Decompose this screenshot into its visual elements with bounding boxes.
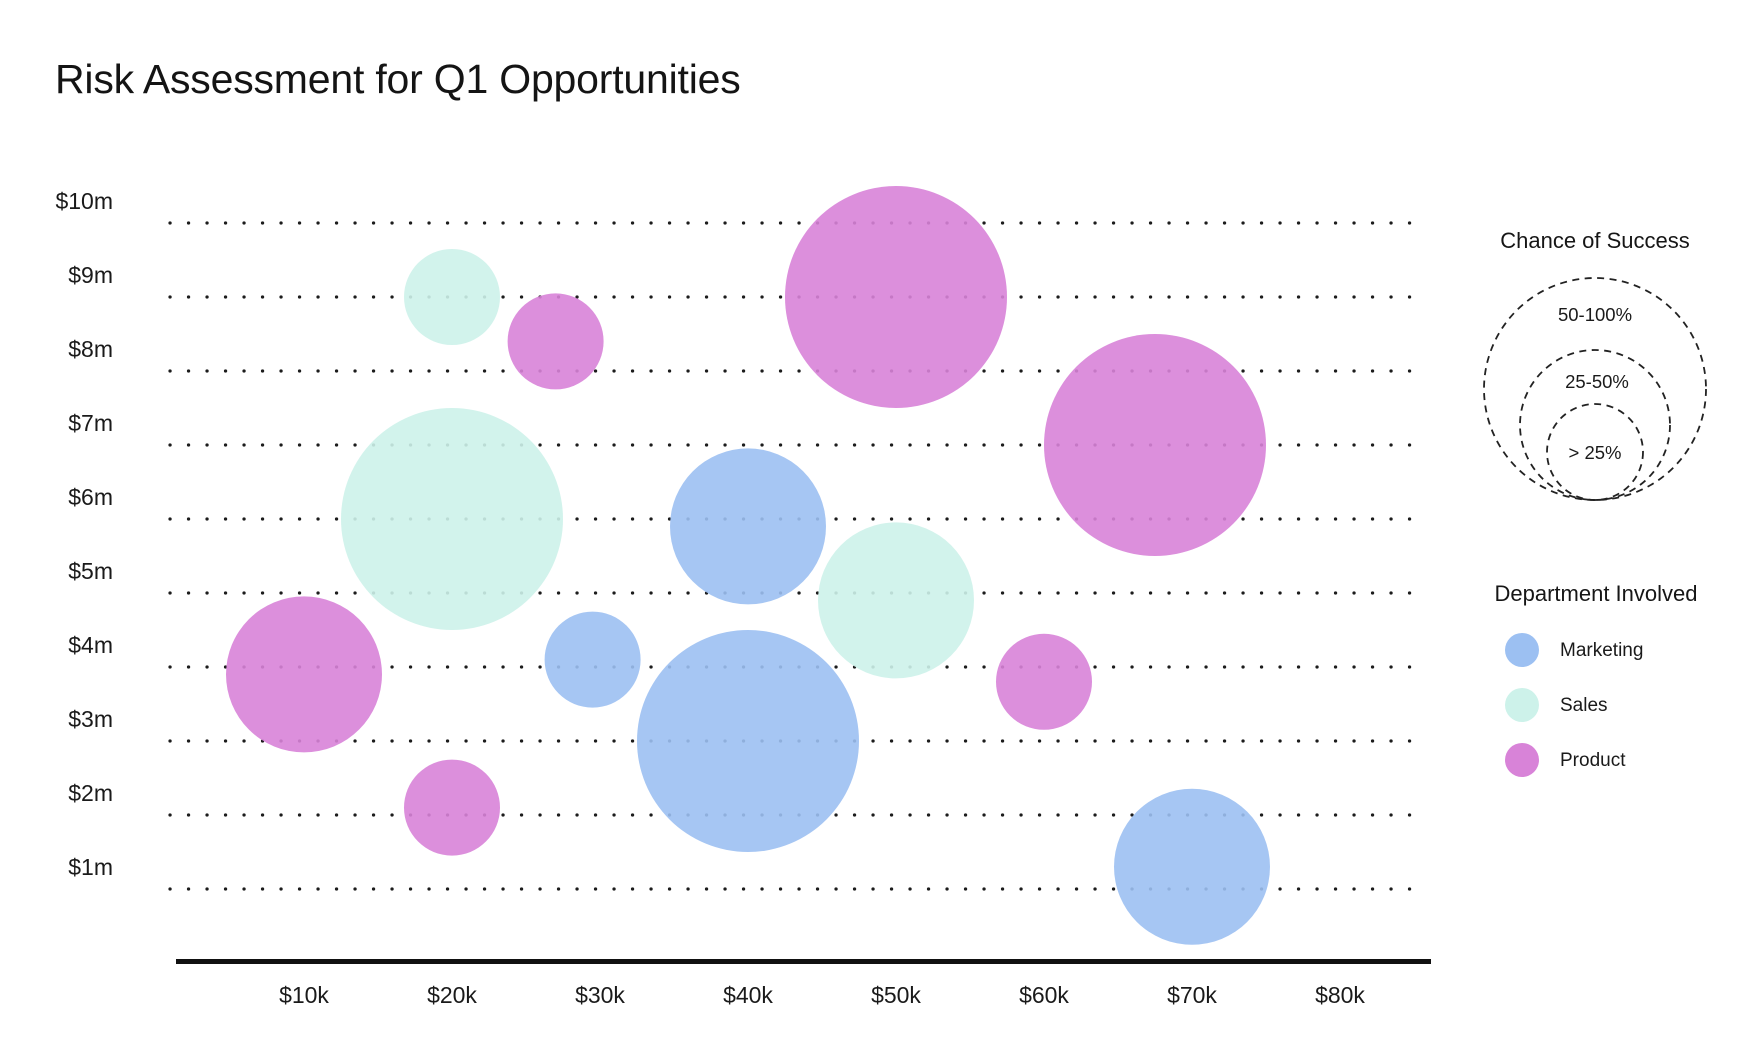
y-axis-label-$5m: $5m [68, 558, 113, 584]
bubble-sales-5 [818, 522, 974, 679]
bubble-marketing-12 [1114, 788, 1270, 945]
x-axis-label-$50k: $50k [871, 982, 921, 1008]
bubble-product-1 [507, 293, 604, 390]
x-axis-label-$80k: $80k [1315, 982, 1365, 1008]
bubble-sales-0 [404, 249, 500, 345]
y-axis-label-$10m: $10m [55, 188, 113, 214]
page-title: Risk Assessment for Q1 Opportunities [55, 56, 741, 102]
size-legend-title: Chance of Success [1500, 228, 1690, 253]
legend-label-marketing: Marketing [1560, 640, 1643, 661]
size-legend-circle-small [1546, 403, 1644, 501]
x-axis-line [176, 959, 1431, 964]
bubble-series [226, 186, 1270, 945]
size-legend-circle-large [1483, 277, 1707, 501]
bubble-product-11 [996, 633, 1092, 730]
y-axis-label-$4m: $4m [68, 632, 113, 658]
bubble-marketing-8 [544, 611, 641, 708]
x-axis-label-$30k: $30k [575, 982, 625, 1008]
bubble-product-7 [226, 596, 382, 753]
x-axis-label-$10k: $10k [279, 982, 329, 1008]
bubble-marketing-4 [670, 448, 826, 605]
y-axis-label-$8m: $8m [68, 336, 113, 362]
x-axis-label-$40k: $40k [723, 982, 773, 1008]
y-axis-label-$7m: $7m [68, 410, 113, 436]
x-axis-labels: $10k $20k $30k $40k $50k $60k $70k $80k [279, 982, 1365, 1008]
x-axis-label-$20k: $20k [427, 982, 477, 1008]
size-legend-label-large: 50-100% [1558, 304, 1632, 325]
y-axis-label-$2m: $2m [68, 780, 113, 806]
legend-swatch-product [1505, 743, 1539, 777]
color-legend: Department Involved Marketing Sales Prod… [1495, 581, 1698, 777]
legend-label-product: Product [1560, 750, 1626, 771]
y-axis-label-$6m: $6m [68, 484, 113, 510]
bubble-product-6 [1044, 334, 1266, 556]
y-axis-label-$9m: $9m [68, 262, 113, 288]
bubble-product-10 [404, 759, 500, 856]
legend-label-sales: Sales [1560, 695, 1608, 716]
legend-swatch-marketing [1505, 633, 1539, 667]
y-axis-labels: $10m $9m $8m $7m $6m $5m $4m $3m $2m $1m [55, 188, 113, 880]
bubble-sales-3 [341, 408, 563, 630]
y-axis-label-$3m: $3m [68, 706, 113, 732]
color-legend-title: Department Involved [1495, 581, 1698, 606]
legend-swatch-sales [1505, 688, 1539, 722]
bubble-marketing-9 [637, 630, 859, 852]
size-legend-label-medium: 25-50% [1565, 371, 1629, 392]
bubble-product-2 [785, 186, 1007, 408]
x-axis-label-$60k: $60k [1019, 982, 1069, 1008]
y-axis-label-$1m: $1m [68, 854, 113, 880]
size-legend: Chance of Success 50-100% 25-50% > 25% [1483, 228, 1707, 501]
x-axis-label-$70k: $70k [1167, 982, 1217, 1008]
size-legend-label-small: > 25% [1569, 442, 1622, 463]
